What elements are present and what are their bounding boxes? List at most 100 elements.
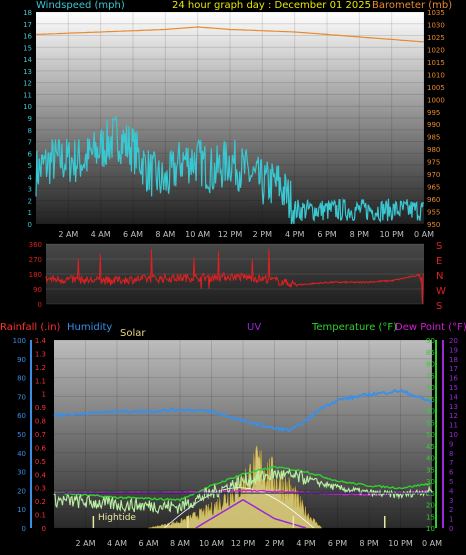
baro-tick-label: 1035	[427, 9, 445, 17]
uv-tick-label: 2	[449, 506, 453, 514]
rain-tick-label: 1.3	[35, 350, 46, 358]
wind-tick-label: 4	[28, 174, 33, 182]
baro-tick-label: 985	[427, 134, 440, 142]
time-label: 2 PM	[265, 539, 284, 548]
baro-tick-label: 1005	[427, 84, 445, 92]
rain-tick-label: 0.3	[35, 485, 46, 493]
temperature-tick-label: 75	[426, 372, 435, 380]
temperature-tick-label: 90	[426, 337, 435, 345]
rain-tick-label: 0.6	[35, 444, 47, 452]
solar-title: Solar	[120, 328, 146, 339]
time-label: 2 AM	[58, 230, 78, 239]
baro-tick-label: 1015	[427, 59, 445, 67]
baro-tick-label: 955	[427, 209, 440, 217]
humidity-title: Humidity	[67, 322, 112, 333]
time-label: 8 AM	[155, 230, 175, 239]
uv-line	[195, 498, 307, 529]
temperature-tick-label: 80	[426, 361, 435, 369]
wind-tick-label: 18	[23, 9, 32, 17]
time-label: 10 AM	[185, 230, 210, 239]
humidity-tick-label: 10	[17, 506, 26, 514]
wind-tick-label: 1	[28, 209, 32, 217]
uv-tick-label: 15	[449, 384, 458, 392]
baro-tick-label: 1020	[427, 46, 445, 54]
uv-title: UV	[247, 322, 261, 333]
time-label: 12 PM	[231, 539, 256, 548]
temperature-tick-label: 65	[426, 396, 435, 404]
wind-tick-label: 12	[23, 80, 32, 88]
time-label: 6 AM	[138, 539, 158, 548]
wind-tick-label: 14	[23, 56, 32, 64]
baro-tick-label: 995	[427, 109, 440, 117]
time-label: 12 PM	[218, 230, 243, 239]
temperature-tick-label: 35	[426, 466, 435, 474]
temperature-tick-label: 30	[426, 478, 435, 486]
uv-tick-label: 18	[449, 356, 458, 364]
wind-tick-label: 15	[23, 44, 32, 52]
rain-tick-label: 0.2	[35, 498, 46, 506]
temperature-tick-label: 25	[426, 490, 435, 498]
baro-tick-label: 960	[427, 196, 440, 204]
baro-tick-label: 1000	[427, 96, 445, 104]
baro-tick-label: 990	[427, 121, 440, 129]
baro-tick-label: 975	[427, 159, 440, 167]
graph-date-title: 24 hour graph day : December 01 2025	[172, 0, 371, 11]
time-label: 0 AM	[414, 230, 434, 239]
rain-tick-label: 0.4	[35, 471, 47, 479]
rain-tick-label: 0.8	[35, 418, 46, 426]
wind-tick-label: 17	[23, 21, 32, 29]
uv-tick-label: 9	[449, 440, 453, 448]
uv-tick-label: 7	[449, 459, 453, 467]
dewpoint-line	[53, 489, 431, 497]
baro-tick-label: 970	[427, 171, 440, 179]
direction-tick-label: 270	[29, 256, 42, 264]
time-label: 8 AM	[170, 539, 190, 548]
temperature-tick-label: 40	[426, 455, 435, 463]
rain-tick-label: 0.7	[35, 431, 46, 439]
compass-letter: W	[436, 286, 446, 297]
uv-tick-label: 10	[449, 431, 458, 439]
rain-tick-label: 1.1	[35, 377, 46, 385]
uv-tick-label: 19	[449, 346, 458, 354]
direction-tick-label: 180	[29, 271, 42, 279]
temperature-tick-label: 15	[426, 513, 435, 521]
time-label: 8 PM	[350, 230, 369, 239]
temperature-tick-label: 60	[426, 408, 435, 416]
climate-chart: Rainfall (.in) Humidity Solar UV Temperature…	[0, 322, 466, 548]
rain-tick-label: 0.5	[35, 458, 46, 466]
time-label: 6 AM	[123, 230, 143, 239]
rain-tick-label: 0.9	[35, 404, 46, 412]
wind-tick-label: 6	[28, 150, 33, 158]
humidity-line	[53, 389, 433, 433]
rain-tick-label: 1.2	[35, 364, 46, 372]
wind-tick-label: 16	[23, 33, 32, 41]
direction-tick-label: 0	[38, 301, 42, 309]
wind-barometer-chart: 0123456789101112131415161718950955960965…	[23, 9, 445, 239]
compass-letter: S	[436, 241, 442, 252]
plot-area	[36, 12, 424, 224]
temperature-tick-label: 45	[426, 443, 435, 451]
uv-tick-label: 8	[449, 450, 453, 458]
humidity-tick-label: 40	[17, 450, 26, 458]
uv-tick-label: 5	[449, 478, 453, 486]
rain-tick-label: 0.1	[35, 512, 46, 520]
direction-plot-area	[46, 244, 424, 304]
compass-letter: S	[436, 301, 442, 312]
uv-tick-label: 3	[449, 497, 453, 505]
wind-tick-label: 2	[28, 197, 32, 205]
time-label: 0 AM	[422, 539, 442, 548]
temperature-detail-line	[53, 468, 433, 515]
temperature-tick-label: 10	[426, 525, 435, 533]
compass-letter: E	[436, 256, 442, 267]
windspeed-title: Windspeed (mph)	[36, 0, 125, 11]
baro-tick-label: 1025	[427, 34, 445, 42]
time-label: 10 AM	[199, 539, 224, 548]
barometer-title: Barometer (mb)	[372, 0, 453, 11]
humidity-tick-label: 30	[17, 469, 26, 477]
wind-tick-label: 8	[28, 127, 32, 135]
wind-tick-label: 10	[23, 103, 32, 111]
temperature-tick-label: 50	[426, 431, 435, 439]
rain-tick-label: 1	[42, 391, 46, 399]
